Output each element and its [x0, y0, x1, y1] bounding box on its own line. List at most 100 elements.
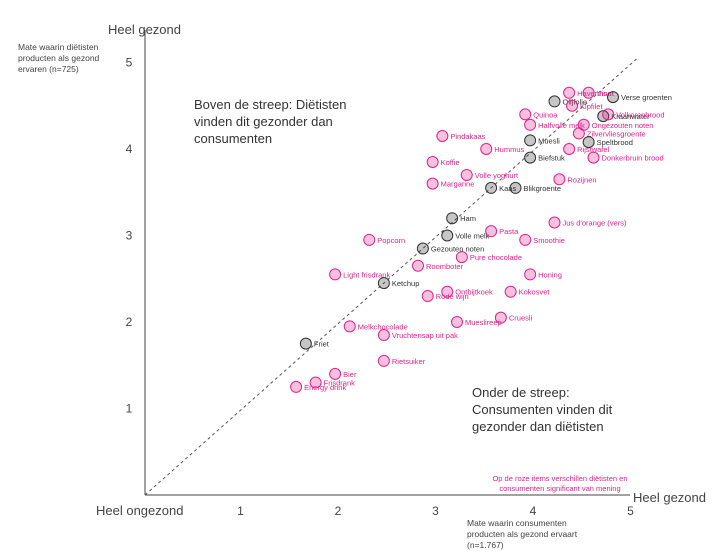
data-point — [451, 316, 463, 328]
data-point — [582, 136, 595, 149]
data-point — [426, 177, 439, 190]
data-point-label: Roomboter — [426, 262, 464, 271]
data-point — [582, 86, 595, 99]
data-point-label: Smoothie — [533, 236, 565, 245]
data-point — [436, 130, 449, 143]
data-point-label: Olijfolie — [563, 97, 588, 106]
data-point — [412, 259, 424, 272]
data-point — [519, 233, 532, 246]
data-point-label: Pure chocolade — [470, 253, 522, 262]
data-point — [485, 225, 498, 238]
data-point — [524, 151, 537, 164]
data-point — [572, 127, 585, 140]
data-point-label: Kokosvet — [519, 288, 551, 297]
y-axis-label: Mate waarin diëtisten producten als gezo… — [18, 42, 100, 74]
data-point-label: Koffie — [441, 158, 460, 167]
data-point — [587, 151, 600, 164]
data-point-label: Cruesli — [509, 314, 533, 323]
data-point-label: Melkchocolade — [358, 322, 408, 331]
data-point — [566, 99, 579, 112]
data-point-label: Honing — [538, 270, 562, 279]
data-point — [485, 181, 498, 194]
data-point-label: Bier — [343, 370, 357, 379]
data-point — [563, 143, 576, 155]
x-tick-label: 2 — [335, 504, 342, 518]
data-point — [548, 95, 561, 108]
reference-diagonal-line — [144, 57, 638, 496]
data-point — [509, 181, 522, 194]
data-point-label: Rode wijn — [436, 292, 469, 301]
y-tick-label: 5 — [126, 56, 133, 70]
y-tick-label: 3 — [126, 229, 133, 243]
data-point — [524, 134, 537, 147]
x-axis-label: Mate waarin consumenten producten als ge… — [467, 518, 578, 550]
data-point-label: Friet — [314, 340, 330, 349]
data-point-label: Ham — [460, 214, 476, 223]
data-point-label: Ongezouten noten — [592, 121, 654, 130]
y-tick-label: 1 — [126, 402, 133, 416]
data-point-label: Vruchtensap uit pak — [392, 331, 458, 340]
data-point-label: Havermout — [577, 89, 615, 98]
data-point — [504, 285, 517, 298]
data-point-label: Kipfilet — [580, 102, 603, 111]
data-point — [309, 376, 322, 389]
origin-label: Heel ongezond — [96, 503, 184, 518]
data-point — [494, 311, 507, 324]
data-point-label: Mueslireep — [465, 318, 502, 327]
data-point — [426, 155, 439, 168]
data-point — [455, 251, 468, 264]
data-point — [290, 380, 303, 393]
y-tick-label: 2 — [126, 315, 133, 329]
x-tick-label: 4 — [530, 504, 537, 518]
y-axis-top-label: Heel gezond — [108, 22, 181, 37]
data-point — [607, 91, 619, 104]
data-point — [460, 168, 473, 181]
data-point — [363, 233, 376, 246]
data-point-label: Gezouten noten — [431, 244, 484, 253]
data-point-label: Verse groenten — [621, 93, 672, 102]
data-point — [416, 242, 429, 255]
data-point — [299, 337, 312, 350]
data-point — [377, 354, 390, 367]
data-point — [480, 143, 493, 155]
data-point — [421, 290, 434, 303]
data-point — [553, 173, 566, 186]
data-point — [377, 277, 390, 290]
data-point-label: Ketchup — [392, 279, 420, 288]
data-point-label: Zilvervliesgroente — [587, 129, 646, 138]
data-point-label: Quinoa — [533, 110, 558, 119]
x-tick-label: 5 — [627, 504, 634, 518]
data-point — [524, 118, 537, 131]
data-point-label: Margarine — [441, 180, 475, 189]
data-point-label: Kraanwater — [611, 112, 650, 121]
data-point-label: Popcorn — [377, 236, 405, 245]
annotation-below-line: Onder de streep: Consumenten vinden dit … — [472, 385, 613, 434]
data-point — [441, 285, 454, 298]
data-point — [446, 212, 459, 225]
data-point-label: Light frisdrank — [343, 270, 390, 279]
data-point — [519, 108, 532, 121]
y-tick-label: 4 — [126, 142, 133, 156]
data-point-label: Pindakaas — [450, 132, 485, 141]
footnote: Op de roze items verschillen diëtisten e… — [492, 474, 628, 493]
data-point-label: Ontbijtkoek — [455, 288, 493, 297]
data-point-label: Volkorenbrood — [616, 110, 664, 119]
data-point-label: Frisdrank — [324, 379, 356, 388]
data-point — [329, 268, 342, 281]
x-axis-right-label: Heel gezond — [633, 490, 706, 505]
data-point-label: Speltbrood — [597, 138, 633, 147]
data-point-label: Pasta — [499, 227, 519, 236]
data-point-label: Rijstwafel — [577, 145, 609, 154]
data-point — [329, 367, 342, 380]
data-point-label: Rietsuiker — [392, 357, 426, 366]
data-point-label: Rozijnen — [567, 175, 596, 184]
x-tick-label: 3 — [432, 504, 439, 518]
x-tick-label: 1 — [237, 504, 244, 518]
data-point-label: Kaas — [499, 184, 516, 193]
data-point-label: Jus d'orange (vers) — [563, 219, 627, 228]
data-point-label: Vis — [597, 89, 608, 98]
data-point-label: Halfvolle melk — [538, 121, 585, 130]
annotation-above-line: Boven de streep: Diëtisten vinden dit ge… — [194, 97, 347, 146]
